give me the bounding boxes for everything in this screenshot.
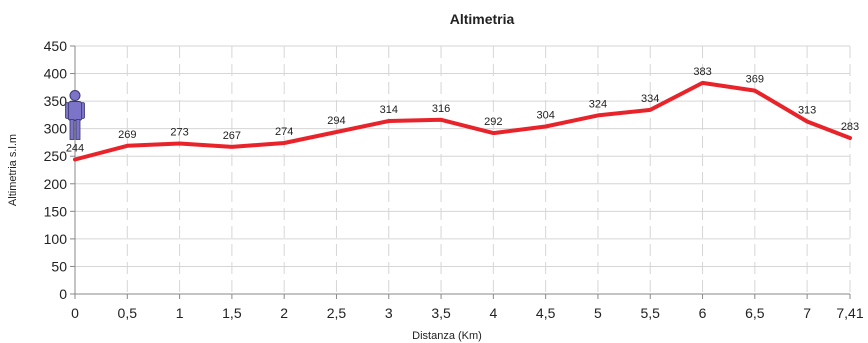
hiker-arm-right — [81, 102, 85, 119]
x-tick-label: 7 — [803, 305, 811, 321]
data-label: 294 — [327, 115, 345, 127]
data-label: 292 — [484, 116, 502, 128]
x-tick-label: 4,5 — [536, 305, 556, 321]
x-axis-ticks: 0 0,5 1 1,5 2 2,5 3 3,5 4 4,5 5 5,5 6 6,5 7 7,41 — [71, 294, 864, 321]
data-label: 316 — [432, 103, 450, 115]
x-tick-label: 3 — [385, 305, 393, 321]
data-label: 269 — [118, 129, 136, 141]
data-label: 244 — [66, 143, 84, 155]
data-label: 304 — [536, 109, 554, 121]
data-label: 369 — [746, 74, 764, 86]
y-tick-label: 200 — [44, 176, 68, 192]
y-axis-ticks: 0 50 100 150 200 250 300 350 400 450 — [44, 38, 75, 302]
x-tick-label: 6,5 — [745, 305, 765, 321]
x-tick-label: 3,5 — [431, 305, 451, 321]
data-label: 383 — [693, 66, 711, 78]
chart-title: Altimetria — [450, 11, 515, 27]
data-label: 273 — [170, 127, 188, 139]
x-tick-label: 4 — [489, 305, 497, 321]
y-tick-label: 0 — [59, 286, 67, 302]
data-label: 313 — [798, 105, 816, 117]
y-tick-label: 250 — [44, 148, 68, 164]
x-tick-label: 6 — [699, 305, 707, 321]
y-tick-label: 50 — [51, 258, 67, 274]
x-tick-label: 0 — [71, 305, 79, 321]
data-label: 274 — [275, 126, 293, 138]
hiker-body — [67, 101, 83, 122]
hiker-leg-left — [69, 119, 75, 140]
y-tick-label: 300 — [44, 121, 68, 137]
x-tick-label: 5,5 — [641, 305, 661, 321]
data-labels: 244 269 273 267 274 294 314 316 292 304 324 334 383 3… — [66, 66, 859, 155]
data-label: 314 — [380, 104, 398, 116]
data-label: 283 — [841, 121, 859, 133]
x-tick-label: 2 — [280, 305, 288, 321]
y-tick-label: 450 — [44, 38, 68, 54]
hiker-arm-left — [65, 102, 69, 119]
y-tick-label: 150 — [44, 203, 68, 219]
y-tick-label: 350 — [44, 93, 68, 109]
y-tick-label: 400 — [44, 66, 68, 82]
y-tick-label: 100 — [44, 231, 68, 247]
x-tick-label: 0,5 — [118, 305, 138, 321]
data-label: 324 — [589, 98, 607, 110]
data-label: 267 — [223, 130, 241, 142]
x-tick-label: 2,5 — [327, 305, 347, 321]
x-tick-label: 7,41 — [836, 305, 863, 321]
x-tick-label: 1,5 — [222, 305, 242, 321]
grid — [74, 45, 851, 295]
x-tick-label: 5 — [594, 305, 602, 321]
hiker-icon — [65, 90, 85, 140]
hiker-head — [69, 90, 81, 102]
x-tick-label: 1 — [176, 305, 184, 321]
elevation-line — [73, 80, 852, 162]
y-axis-label: Altimetria s.l.m — [7, 134, 19, 206]
hiker-leg-right — [75, 119, 81, 140]
x-axis-label: Distanza (Km) — [412, 330, 482, 342]
data-label: 334 — [641, 93, 659, 105]
